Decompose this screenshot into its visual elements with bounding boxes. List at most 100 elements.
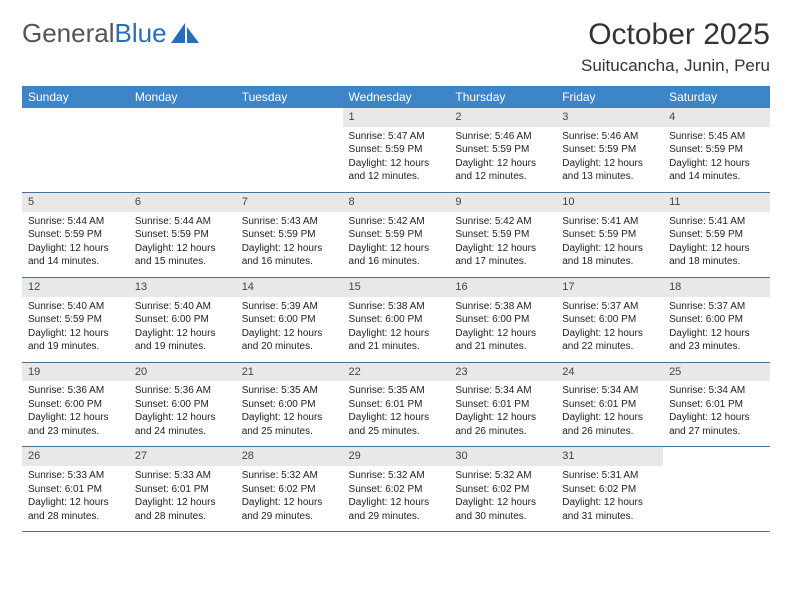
- calendar-day-cell: 27Sunrise: 5:33 AMSunset: 6:01 PMDayligh…: [129, 447, 236, 532]
- day-number: 16: [449, 278, 556, 297]
- daylight-line: Daylight: 12 hours and 16 minutes.: [242, 242, 337, 269]
- day-number: 4: [663, 108, 770, 127]
- sunset-line: Sunset: 5:59 PM: [349, 228, 444, 242]
- daylight-line: Daylight: 12 hours and 28 minutes.: [135, 496, 230, 523]
- sunrise-line: Sunrise: 5:45 AM: [669, 130, 764, 144]
- day-number: 2: [449, 108, 556, 127]
- sunset-line: Sunset: 5:59 PM: [669, 228, 764, 242]
- sunrise-line: Sunrise: 5:31 AM: [562, 469, 657, 483]
- brand-sail-icon: [171, 23, 201, 45]
- sunrise-line: Sunrise: 5:34 AM: [669, 384, 764, 398]
- day-number: 7: [236, 193, 343, 212]
- day-number: 15: [343, 278, 450, 297]
- daylight-line: Daylight: 12 hours and 21 minutes.: [349, 327, 444, 354]
- sunrise-line: Sunrise: 5:47 AM: [349, 130, 444, 144]
- daylight-line: Daylight: 12 hours and 30 minutes.: [455, 496, 550, 523]
- day-number: 3: [556, 108, 663, 127]
- day-number: 25: [663, 363, 770, 382]
- calendar-day-cell: 31Sunrise: 5:31 AMSunset: 6:02 PMDayligh…: [556, 447, 663, 532]
- sunrise-line: Sunrise: 5:32 AM: [242, 469, 337, 483]
- sunrise-line: Sunrise: 5:42 AM: [349, 215, 444, 229]
- calendar-day-cell: 16 Sunrise: 5:38 AMSunset: 6:00 PMDayligh…: [449, 277, 556, 362]
- day-number: 29: [343, 447, 450, 466]
- daylight-line: Daylight: 12 hours and 28 minutes.: [28, 496, 123, 523]
- calendar-day-cell: 22Sunrise: 5:35 AMSunset: 6:01 PMDayligh…: [343, 362, 450, 447]
- sunset-line: Sunset: 6:01 PM: [562, 398, 657, 412]
- day-number: 9: [449, 193, 556, 212]
- sunrise-line: Sunrise: 5:34 AM: [562, 384, 657, 398]
- weekday-header: Wednesday: [343, 86, 450, 108]
- sunset-line: Sunset: 6:00 PM: [242, 313, 337, 327]
- daylight-line: Daylight: 12 hours and 23 minutes.: [669, 327, 764, 354]
- calendar-day-cell: 15Sunrise: 5:38 AMSunset: 6:00 PMDayligh…: [343, 277, 450, 362]
- sunrise-line: Sunrise: 5:32 AM: [349, 469, 444, 483]
- sunset-line: Sunset: 6:01 PM: [135, 483, 230, 497]
- daylight-line: Daylight: 12 hours and 31 minutes.: [562, 496, 657, 523]
- calendar-day-cell: 20Sunrise: 5:36 AMSunset: 6:00 PMDayligh…: [129, 362, 236, 447]
- sunrise-line: Sunrise: 5:40 AM: [28, 300, 123, 314]
- weekday-header-row: SundayMondayTuesdayWednesdayThursdayFrid…: [22, 86, 770, 108]
- calendar-day-cell: [236, 108, 343, 192]
- sunset-line: Sunset: 5:59 PM: [135, 228, 230, 242]
- brand-word-general: General: [22, 18, 115, 48]
- sunrise-line: Sunrise: 5:33 AM: [28, 469, 123, 483]
- day-number: 6: [129, 193, 236, 212]
- weekday-header: Friday: [556, 86, 663, 108]
- calendar-day-cell: 5Sunrise: 5:44 AMSunset: 5:59 PMDaylight…: [22, 192, 129, 277]
- calendar-day-cell: 23Sunrise: 5:34 AMSunset: 6:01 PMDayligh…: [449, 362, 556, 447]
- daylight-line: Daylight: 12 hours and 13 minutes.: [562, 157, 657, 184]
- calendar-week-row: 5Sunrise: 5:44 AMSunset: 5:59 PMDaylight…: [22, 192, 770, 277]
- calendar-day-cell: 29Sunrise: 5:32 AMSunset: 6:02 PMDayligh…: [343, 447, 450, 532]
- sunset-line: Sunset: 6:00 PM: [135, 398, 230, 412]
- sunrise-line: Sunrise: 5:40 AM: [135, 300, 230, 314]
- sunset-line: Sunset: 6:01 PM: [669, 398, 764, 412]
- sunset-line: Sunset: 5:59 PM: [28, 228, 123, 242]
- weekday-header: Tuesday: [236, 86, 343, 108]
- day-number: 27: [129, 447, 236, 466]
- sunrise-line: Sunrise: 5:41 AM: [669, 215, 764, 229]
- day-number: 17: [556, 278, 663, 297]
- daylight-line: Daylight: 12 hours and 12 minutes.: [455, 157, 550, 184]
- day-number: 8: [343, 193, 450, 212]
- daylight-line: Daylight: 12 hours and 14 minutes.: [669, 157, 764, 184]
- sunset-line: Sunset: 6:02 PM: [455, 483, 550, 497]
- daylight-line: Daylight: 12 hours and 19 minutes.: [28, 327, 123, 354]
- sunset-line: Sunset: 6:01 PM: [349, 398, 444, 412]
- calendar-day-cell: 11Sunrise: 5:41 AMSunset: 5:59 PMDayligh…: [663, 192, 770, 277]
- month-title: October 2025: [581, 18, 770, 52]
- calendar-day-cell: 18Sunrise: 5:37 AMSunset: 6:00 PMDayligh…: [663, 277, 770, 362]
- sunset-line: Sunset: 6:00 PM: [242, 398, 337, 412]
- sunset-line: Sunset: 6:00 PM: [135, 313, 230, 327]
- calendar-day-cell: 1Sunrise: 5:47 AMSunset: 5:59 PMDaylight…: [343, 108, 450, 192]
- calendar-day-cell: 28Sunrise: 5:32 AMSunset: 6:02 PMDayligh…: [236, 447, 343, 532]
- weekday-header: Saturday: [663, 86, 770, 108]
- calendar-day-cell: [22, 108, 129, 192]
- sunrise-line: Sunrise: 5:38 AM: [455, 300, 550, 314]
- daylight-line: Daylight: 12 hours and 23 minutes.: [28, 411, 123, 438]
- sunrise-line: Sunrise: 5:44 AM: [28, 215, 123, 229]
- daylight-line: Daylight: 12 hours and 18 minutes.: [562, 242, 657, 269]
- sunrise-line: Sunrise: 5:46 AM: [562, 130, 657, 144]
- sunrise-line: Sunrise: 5:43 AM: [242, 215, 337, 229]
- daylight-line: Daylight: 12 hours and 12 minutes.: [349, 157, 444, 184]
- daylight-line: Daylight: 12 hours and 25 minutes.: [242, 411, 337, 438]
- sunrise-line: Sunrise: 5:46 AM: [455, 130, 550, 144]
- daylight-line: Daylight: 12 hours and 21 minutes.: [455, 327, 550, 354]
- location-text: Suitucancha, Junin, Peru: [581, 56, 770, 76]
- sunrise-line: Sunrise: 5:35 AM: [242, 384, 337, 398]
- calendar-day-cell: 7Sunrise: 5:43 AMSunset: 5:59 PMDaylight…: [236, 192, 343, 277]
- day-number: 22: [343, 363, 450, 382]
- calendar-day-cell: 10Sunrise: 5:41 AMSunset: 5:59 PMDayligh…: [556, 192, 663, 277]
- brand-logo: GeneralBlue: [22, 18, 201, 49]
- day-number: 1: [343, 108, 450, 127]
- day-number: 14: [236, 278, 343, 297]
- day-number: 24: [556, 363, 663, 382]
- sunset-line: Sunset: 6:00 PM: [455, 313, 550, 327]
- calendar-day-cell: 2Sunrise: 5:46 AMSunset: 5:59 PMDaylight…: [449, 108, 556, 192]
- calendar-body: 1Sunrise: 5:47 AMSunset: 5:59 PMDaylight…: [22, 108, 770, 532]
- sunrise-line: Sunrise: 5:41 AM: [562, 215, 657, 229]
- daylight-line: Daylight: 12 hours and 22 minutes.: [562, 327, 657, 354]
- daylight-line: Daylight: 12 hours and 14 minutes.: [28, 242, 123, 269]
- day-number: 11: [663, 193, 770, 212]
- day-number: 18: [663, 278, 770, 297]
